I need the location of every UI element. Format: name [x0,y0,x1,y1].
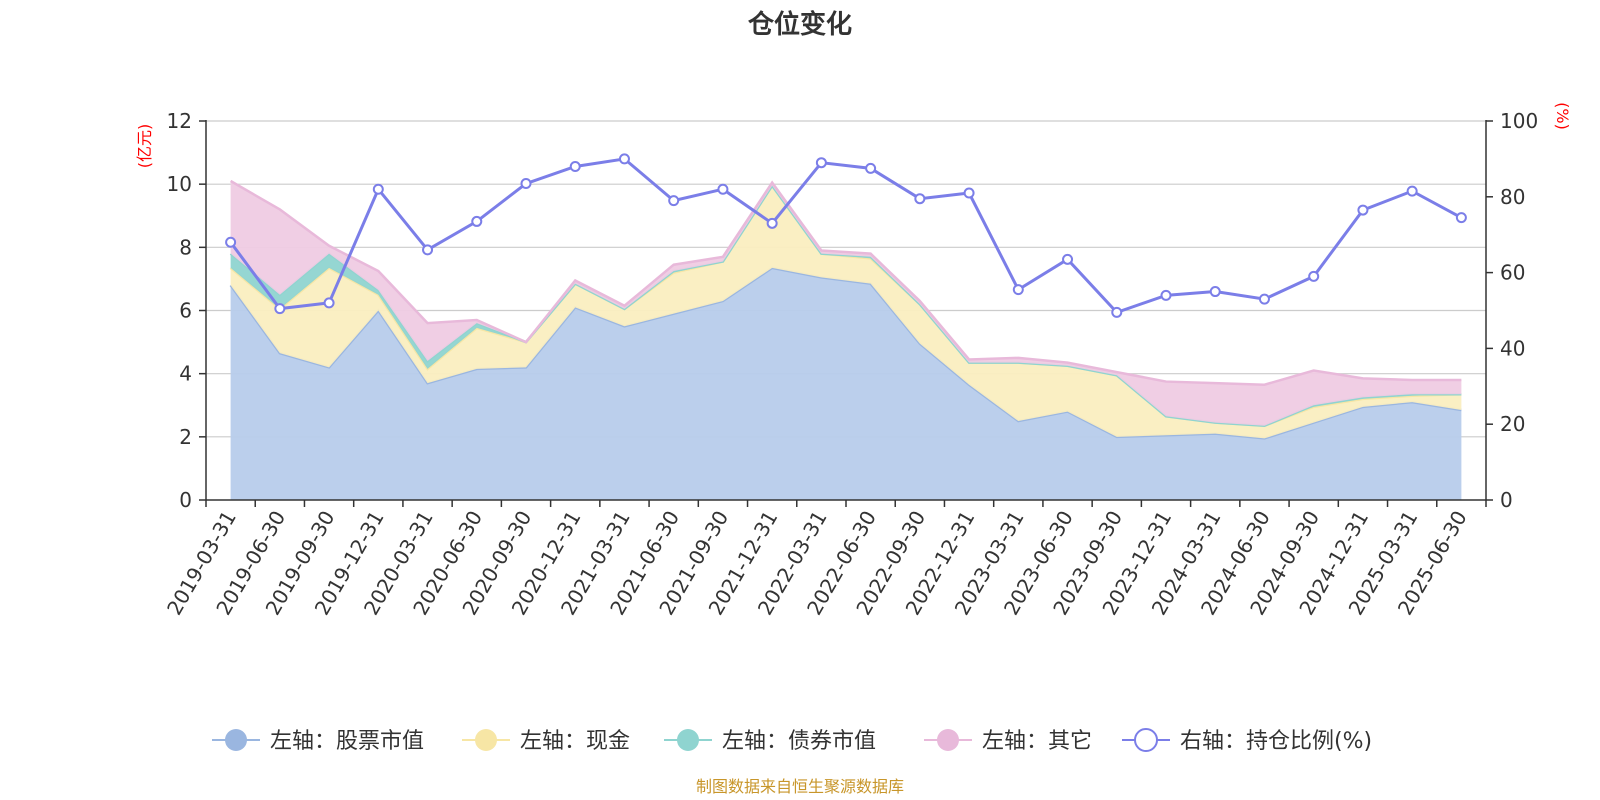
left-tick-label: 12 [167,109,192,133]
area-series-4-edge [229,179,1462,386]
right-axis-unit: (%) [1553,102,1572,130]
right-tick-label: 40 [1500,336,1525,360]
left-tick-label: 10 [167,172,192,196]
data-source-note: 制图数据来自恒生聚源数据库 [696,777,904,796]
position-ratio-point [520,178,532,190]
position-ratio-point [1160,289,1172,301]
area-series-2 [230,185,1462,439]
position-ratio-point [323,297,335,309]
legend-marker [225,729,247,751]
legend-marker [1134,728,1158,752]
position-ratio-point [471,215,483,227]
area-series-1 [230,267,1462,500]
legend-label: 左轴：现金 [520,729,630,754]
legend-marker [937,729,959,751]
position-ratio-line [225,153,1467,318]
left-tick-label: 2 [179,425,192,449]
position-ratio-point [1111,306,1123,318]
position-ratio-point [1357,204,1369,216]
position-ratio-point [1308,270,1320,282]
position-ratio-point [914,193,926,205]
legend-label: 左轴：其它 [982,729,1092,754]
position-ratio-point [1062,253,1074,265]
right-tick-label: 80 [1500,185,1525,209]
legend-label: 左轴：债券市值 [722,729,876,754]
left-axis-unit: (亿元) [135,124,154,169]
position-ratio-point [963,187,975,199]
position-ratio-point [766,217,778,229]
position-ratio-path [229,157,1463,315]
legend-marker [475,729,497,751]
position-ratio-point [618,153,630,165]
position-ratio-point [815,157,827,169]
legend: 左轴：股票市值 左轴：现金 左轴：债券市值 左轴：其它 右轴：持仓比例(%) [212,728,1372,754]
left-tick-label: 8 [179,235,192,259]
position-ratio-point [717,183,729,195]
position-ratio-point [1406,185,1418,197]
legend-marker [677,729,699,751]
position-ratio-point [1012,284,1024,296]
left-tick-label: 4 [179,362,192,386]
right-tick-label: 60 [1500,261,1525,285]
left-tick-label: 6 [179,299,192,323]
right-tick-label: 0 [1500,488,1513,512]
position-ratio-point [225,236,237,248]
legend-label: 右轴：持仓比例(%) [1180,729,1372,754]
position-ratio-point [1455,212,1467,224]
chart-title: 仓位变化 [747,9,852,40]
legend-label: 左轴：股票市值 [270,729,424,754]
position-ratio-point [668,195,680,207]
right-tick-label: 100 [1500,109,1538,133]
position-ratio-point [422,244,434,256]
position-ratio-point [865,162,877,174]
left-tick-label: 0 [179,488,192,512]
position-ratio-point [1209,286,1221,298]
position-ratio-point [372,183,384,195]
position-ratio-point [274,303,286,315]
position-ratio-point [569,160,581,172]
position-ratio-point [1258,293,1270,305]
right-tick-label: 20 [1500,412,1525,436]
stacked-areas [229,179,1462,500]
